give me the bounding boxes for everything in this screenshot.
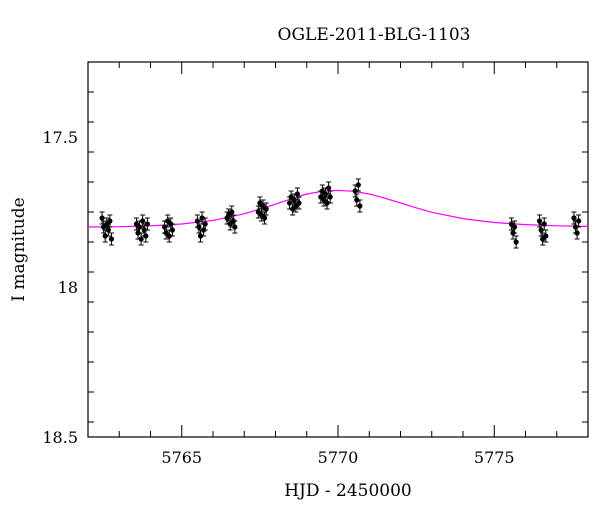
data-point — [326, 181, 332, 195]
data-point — [107, 214, 113, 228]
model-curve — [87, 189, 589, 228]
data-point-marker — [576, 218, 582, 224]
axis-ticks — [87, 61, 589, 437]
data-point-marker — [199, 215, 205, 221]
data-point — [226, 208, 232, 222]
y-tick-label: 18.5 — [42, 428, 78, 447]
data-point — [511, 220, 518, 234]
data-point — [144, 217, 150, 231]
data-point-marker — [261, 215, 268, 221]
data-point-marker — [296, 200, 302, 206]
data-point-marker — [108, 236, 115, 242]
data-point-marker — [202, 221, 208, 227]
data-point-marker — [536, 218, 543, 224]
data-point-marker — [102, 233, 108, 239]
plot-border — [87, 61, 589, 438]
data-points — [99, 178, 582, 249]
data-point — [99, 211, 105, 225]
data-point-marker — [541, 221, 547, 227]
data-point-marker — [354, 197, 360, 203]
data-point-marker — [513, 239, 519, 245]
data-point-marker — [144, 221, 150, 227]
data-point-marker — [543, 233, 549, 239]
y-tick-label: 17.5 — [42, 128, 78, 147]
data-point — [138, 232, 144, 246]
data-point — [143, 229, 149, 243]
data-point — [232, 220, 238, 234]
data-point-marker — [571, 215, 577, 221]
x-tick-label: 5775 — [474, 448, 515, 467]
data-point — [327, 190, 333, 204]
data-point-marker — [138, 236, 144, 242]
data-point-marker — [511, 224, 518, 230]
data-point-marker — [196, 224, 202, 230]
data-point-marker — [324, 200, 330, 206]
data-point-marker — [574, 230, 580, 236]
data-point-marker — [326, 185, 332, 191]
data-point-marker — [357, 203, 363, 209]
data-point — [108, 232, 115, 246]
data-point — [576, 214, 582, 228]
data-point-marker — [140, 218, 146, 224]
x-tick-label: 5765 — [161, 448, 202, 467]
data-point-marker — [327, 194, 333, 200]
data-point-marker — [105, 227, 111, 233]
tick-labels: 5765 5770 5775 17.5 18 18.5 — [42, 128, 514, 467]
data-point-marker — [538, 227, 544, 233]
y-tick-label: 18 — [58, 278, 78, 297]
data-point-marker — [263, 206, 269, 212]
y-axis-label: I magnitude — [9, 197, 29, 301]
x-axis-label: HJD - 2450000 — [284, 481, 412, 501]
data-point — [355, 178, 361, 192]
data-point-marker — [197, 233, 204, 239]
x-tick-label: 5770 — [318, 448, 359, 467]
data-point-marker — [294, 191, 300, 197]
data-point — [263, 202, 269, 216]
data-point — [105, 223, 111, 237]
data-point-marker — [232, 224, 238, 230]
data-point — [261, 211, 268, 225]
data-point-marker — [229, 209, 235, 215]
plot-frame — [87, 61, 589, 438]
data-point — [357, 199, 363, 213]
data-point-marker — [169, 227, 175, 233]
data-point-marker — [99, 215, 105, 221]
data-point-marker — [166, 233, 172, 239]
data-point-marker — [143, 233, 149, 239]
data-point — [296, 196, 302, 210]
data-point — [324, 196, 330, 210]
data-point — [513, 235, 519, 249]
data-point — [169, 223, 175, 237]
data-point-marker — [107, 218, 113, 224]
data-point-marker — [355, 182, 361, 188]
data-point-marker — [352, 188, 358, 194]
data-point — [197, 229, 204, 243]
model-line — [87, 189, 589, 228]
data-point — [202, 217, 208, 231]
data-point — [543, 229, 549, 243]
data-point-marker — [136, 224, 143, 230]
data-point-marker — [322, 191, 329, 197]
chart-title: OGLE-2011-BLG-1103 — [278, 25, 471, 45]
